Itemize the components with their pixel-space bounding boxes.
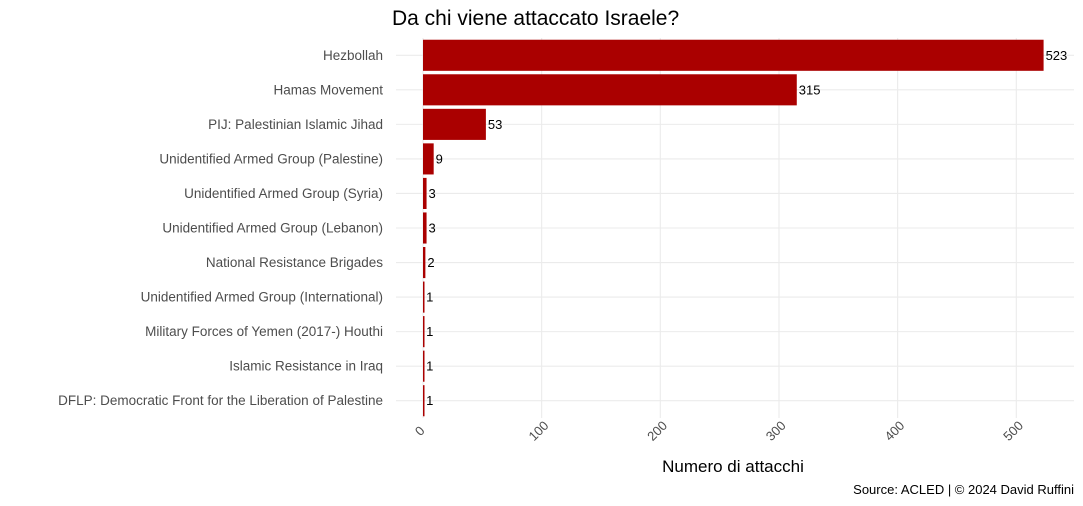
category-label: Unidentified Armed Group (Palestine) <box>159 151 383 166</box>
data-label: 3 <box>429 221 436 236</box>
x-tick-label: 400 <box>881 418 907 444</box>
category-label: DFLP: Democratic Front for the Liberatio… <box>58 393 383 408</box>
data-label: 53 <box>488 117 502 132</box>
data-label: 315 <box>799 82 821 97</box>
x-tick-label: 200 <box>644 418 670 444</box>
bar <box>423 74 797 106</box>
bar <box>423 281 425 313</box>
category-label: Islamic Resistance in Iraq <box>229 359 383 374</box>
category-label: Unidentified Armed Group (Lebanon) <box>162 221 383 236</box>
x-tick-labels: 0 100 200 300 400 500 <box>412 418 1026 444</box>
category-label: PIJ: Palestinian Islamic Jihad <box>208 117 383 132</box>
bar <box>423 143 434 175</box>
data-label: 523 <box>1046 48 1068 63</box>
caption: Source: ACLED | © 2024 David Ruffini <box>853 482 1074 497</box>
bar <box>423 39 1044 71</box>
data-label: 1 <box>426 393 433 408</box>
data-label: 9 <box>436 151 443 166</box>
bar <box>423 108 486 140</box>
x-tick-label: 100 <box>526 418 552 444</box>
x-tick-label: 0 <box>412 423 428 439</box>
bars <box>423 39 1044 417</box>
grid <box>396 38 1074 418</box>
bar <box>423 212 427 244</box>
data-label: 1 <box>426 290 433 305</box>
data-label: 3 <box>429 186 436 201</box>
chart-title: Da chi viene attaccato Israele? <box>392 7 679 30</box>
bar <box>423 385 425 417</box>
category-label: National Resistance Brigades <box>206 255 383 270</box>
bar <box>423 316 425 348</box>
category-labels: Hezbollah Hamas Movement PIJ: Palestinian … <box>58 48 383 408</box>
bar <box>423 247 426 279</box>
data-labels: 523 315 53 9 3 3 2 1 1 1 1 <box>426 48 1067 408</box>
x-tick-label: 300 <box>763 418 789 444</box>
category-label: Military Forces of Yemen (2017-) Houthi <box>145 324 383 339</box>
category-label: Hamas Movement <box>273 82 383 97</box>
bar <box>423 177 427 209</box>
data-label: 2 <box>427 255 434 270</box>
data-label: 1 <box>426 324 433 339</box>
category-label: Unidentified Armed Group (International) <box>141 290 383 305</box>
x-axis-title: Numero di attacchi <box>662 457 804 476</box>
data-label: 1 <box>426 359 433 374</box>
category-label: Unidentified Armed Group (Syria) <box>184 186 383 201</box>
bar <box>423 350 425 382</box>
x-tick-label: 500 <box>1000 418 1026 444</box>
category-label: Hezbollah <box>323 48 383 63</box>
